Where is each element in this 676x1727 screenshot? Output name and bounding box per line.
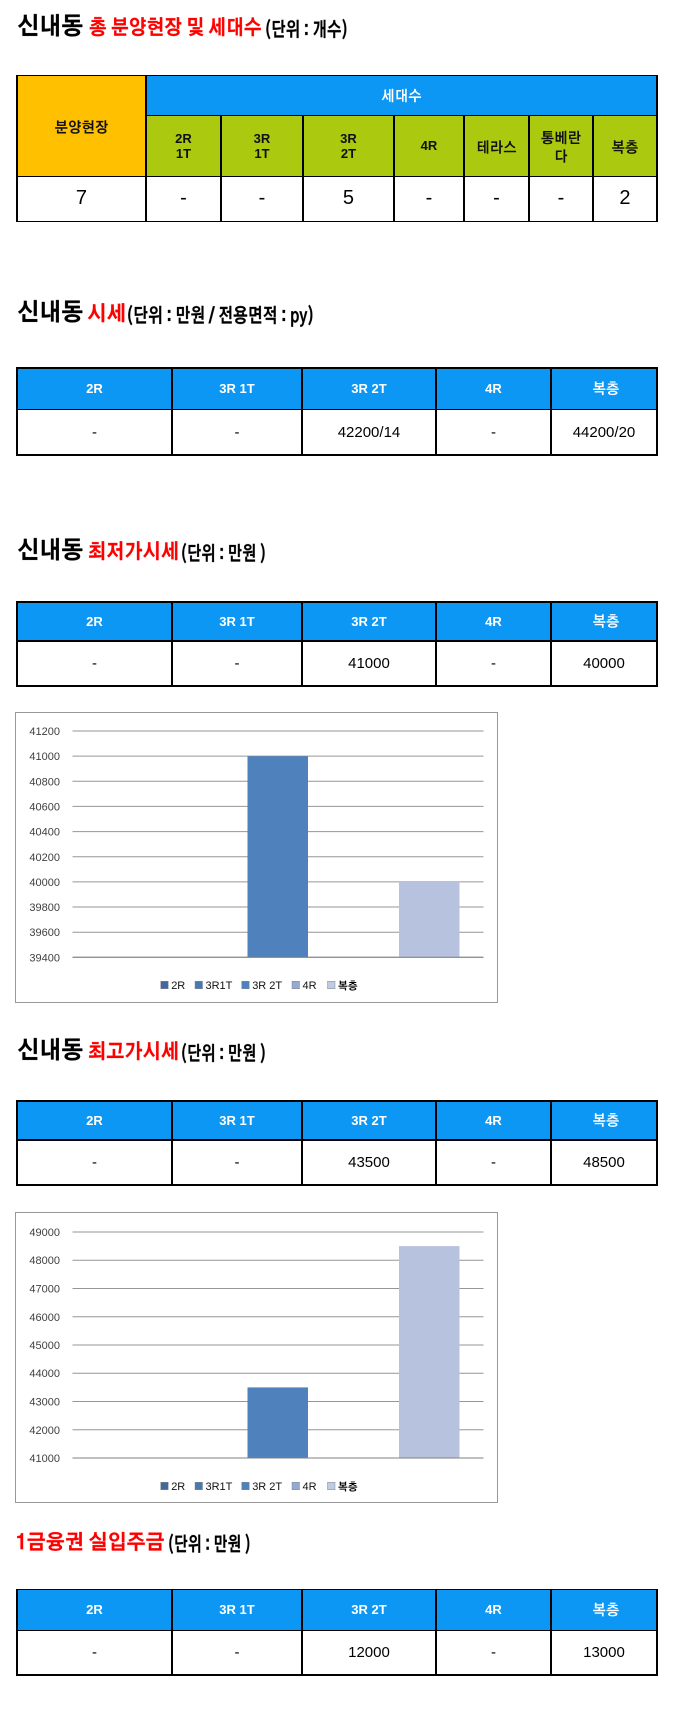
svg-text:2R: 2R bbox=[171, 980, 185, 992]
svg-text:49000: 49000 bbox=[29, 1227, 60, 1239]
svg-text:44000: 44000 bbox=[29, 1368, 60, 1380]
svg-text:3R1T: 3R1T bbox=[206, 1481, 233, 1493]
svg-text:2R: 2R bbox=[171, 1481, 185, 1493]
svg-text:4R: 4R bbox=[303, 1481, 317, 1493]
svg-text:41000: 41000 bbox=[29, 751, 60, 763]
svg-text:41200: 41200 bbox=[29, 726, 60, 738]
svg-text:48000: 48000 bbox=[29, 1255, 60, 1267]
svg-text:41000: 41000 bbox=[29, 1453, 60, 1465]
svg-text:42000: 42000 bbox=[29, 1425, 60, 1437]
svg-text:47000: 47000 bbox=[29, 1284, 60, 1296]
svg-text:40600: 40600 bbox=[29, 801, 60, 813]
svg-text:39800: 39800 bbox=[29, 902, 60, 914]
svg-text:3R 2T: 3R 2T bbox=[252, 980, 282, 992]
svg-text:45000: 45000 bbox=[29, 1340, 60, 1352]
svg-text:40200: 40200 bbox=[29, 852, 60, 864]
svg-text:43000: 43000 bbox=[29, 1397, 60, 1409]
svg-text:40400: 40400 bbox=[29, 827, 60, 839]
svg-text:46000: 46000 bbox=[29, 1312, 60, 1324]
svg-text:39400: 39400 bbox=[29, 952, 60, 964]
svg-text:4R: 4R bbox=[303, 980, 317, 992]
svg-text:3R1T: 3R1T bbox=[206, 980, 233, 992]
svg-text:3R 2T: 3R 2T bbox=[252, 1481, 282, 1493]
svg-text:39600: 39600 bbox=[29, 927, 60, 939]
svg-text:40000: 40000 bbox=[29, 877, 60, 889]
svg-text:40800: 40800 bbox=[29, 776, 60, 788]
